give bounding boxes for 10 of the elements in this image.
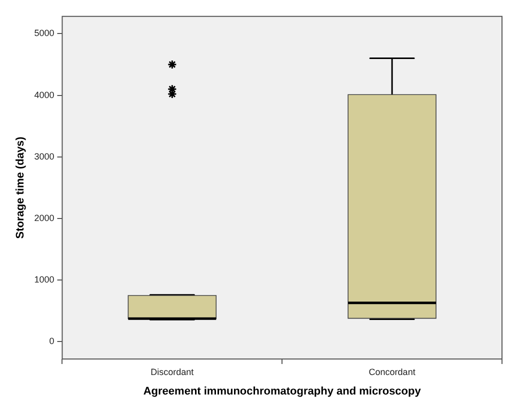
y-tick-label: 5000 xyxy=(34,28,54,38)
y-tick-label: 0 xyxy=(49,336,54,346)
x-tick-label: Concordant xyxy=(368,366,416,377)
y-tick-label: 2000 xyxy=(34,212,54,223)
y-tick-label: 3000 xyxy=(34,151,54,162)
x-tick-label: Discordant xyxy=(150,366,194,377)
x-axis-title: Agreement immunochromatography and microscopy xyxy=(143,385,422,398)
y-axis-title: Storage time (days) xyxy=(14,136,27,239)
y-tick-label: 1000 xyxy=(34,274,54,285)
y-tick-label: 4000 xyxy=(34,90,54,100)
